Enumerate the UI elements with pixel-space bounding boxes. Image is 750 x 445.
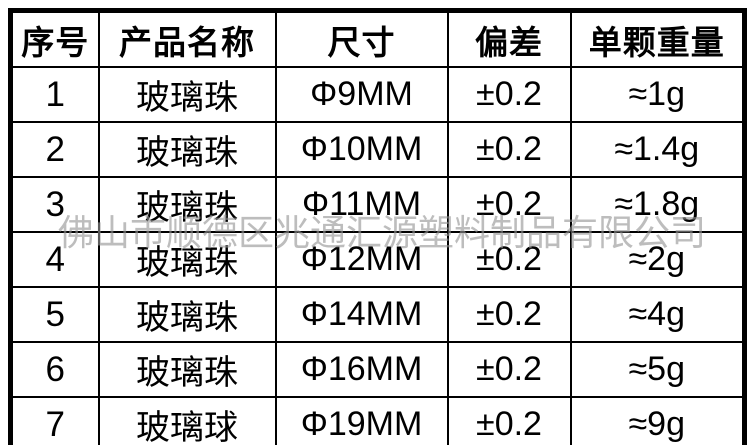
table-row: 5 玻璃珠 Φ14MM ±0.2 ≈4g [9,286,746,343]
cell-product-name: 玻璃珠 [97,121,277,178]
cell-tolerance: ±0.2 [446,286,572,343]
cell-weight: ≈2g [569,231,746,288]
cell-weight: ≈1g [569,66,746,123]
cell-size: Φ9MM [274,66,449,123]
table-row: 4 玻璃珠 Φ12MM ±0.2 ≈2g [9,231,746,288]
cell-size: Φ19MM [274,396,449,445]
header-size: 尺寸 [274,9,449,68]
cell-serial: 1 [9,66,100,123]
header-tolerance: 偏差 [446,9,572,68]
cell-tolerance: ±0.2 [446,176,572,233]
cell-weight: ≈5g [569,341,746,398]
header-serial: 序号 [9,9,100,68]
header-product-name: 产品名称 [97,9,277,68]
cell-weight: ≈4g [569,286,746,343]
cell-product-name: 玻璃珠 [97,231,277,288]
cell-product-name: 玻璃珠 [97,341,277,398]
cell-serial: 2 [9,121,100,178]
cell-size: Φ12MM [274,231,449,288]
cell-weight: ≈1.8g [569,176,746,233]
cell-size: Φ16MM [274,341,449,398]
header-row: 序号 产品名称 尺寸 偏差 单颗重量 [9,9,746,68]
table-row: 7 玻璃球 Φ19MM ±0.2 ≈9g [9,396,746,445]
cell-size: Φ14MM [274,286,449,343]
header-weight: 单颗重量 [569,9,746,68]
cell-serial: 4 [9,231,100,288]
cell-product-name: 玻璃珠 [97,286,277,343]
cell-product-name: 玻璃珠 [97,176,277,233]
cell-serial: 5 [9,286,100,343]
cell-serial: 3 [9,176,100,233]
table-row: 2 玻璃珠 Φ10MM ±0.2 ≈1.4g [9,121,746,178]
cell-product-name: 玻璃球 [97,396,277,445]
cell-size: Φ10MM [274,121,449,178]
cell-weight: ≈9g [569,396,746,445]
cell-product-name: 玻璃珠 [97,66,277,123]
cell-tolerance: ±0.2 [446,66,572,123]
cell-serial: 6 [9,341,100,398]
product-spec-table: 序号 产品名称 尺寸 偏差 单颗重量 1 玻璃珠 Φ9MM ±0.2 ≈1g 2… [8,8,747,445]
table-row: 6 玻璃珠 Φ16MM ±0.2 ≈5g [9,341,746,398]
cell-tolerance: ±0.2 [446,396,572,445]
cell-size: Φ11MM [274,176,449,233]
cell-weight: ≈1.4g [569,121,746,178]
cell-serial: 7 [9,396,100,445]
table-row: 1 玻璃珠 Φ9MM ±0.2 ≈1g [9,66,746,123]
cell-tolerance: ±0.2 [446,121,572,178]
cell-tolerance: ±0.2 [446,231,572,288]
cell-tolerance: ±0.2 [446,341,572,398]
table-row: 3 玻璃珠 Φ11MM ±0.2 ≈1.8g [9,176,746,233]
